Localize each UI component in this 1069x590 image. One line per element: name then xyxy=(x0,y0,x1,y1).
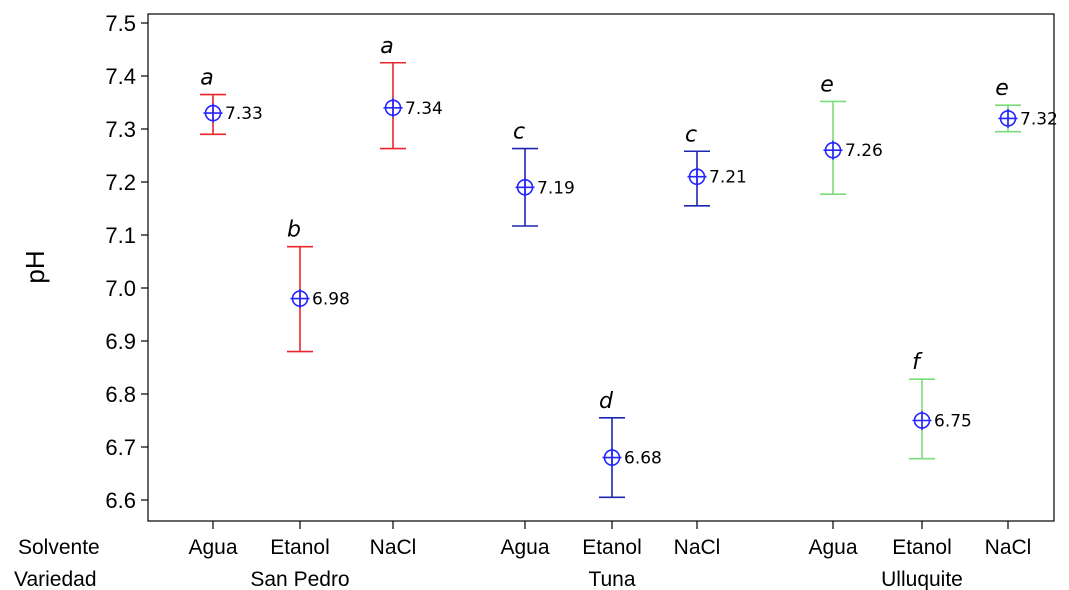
y-tick-label: 6.6 xyxy=(105,488,136,513)
variedad-label: Tuna xyxy=(588,568,635,590)
interval-tuna-etanol: 6.68 d xyxy=(599,389,662,499)
solvente-label: Agua xyxy=(500,536,549,559)
interval-tuna-agua: 7.19 c xyxy=(512,120,575,227)
interval-ulluquite-agua: 7.26 e xyxy=(820,72,883,195)
group-letter: f xyxy=(912,350,923,375)
solvente-label: Etanol xyxy=(582,536,642,559)
group-letter: b xyxy=(287,218,301,243)
group-letter: d xyxy=(599,389,614,414)
y-tick-label: 7.4 xyxy=(105,64,136,89)
y-axis-label: pH xyxy=(20,250,50,283)
interval-san-pedro-etanol: 6.98 b xyxy=(287,218,350,353)
group-letter: e xyxy=(995,76,1009,101)
solvente-label: NaCl xyxy=(370,536,417,559)
interval-san-pedro-agua: 7.33 a xyxy=(200,66,263,136)
solvente-label: Agua xyxy=(188,536,237,559)
solvente-label: Agua xyxy=(808,536,857,559)
group-letter: e xyxy=(820,72,834,97)
interval-ulluquite-etanol: 6.75 f xyxy=(909,350,972,460)
solvente-row-label: Solvente xyxy=(18,536,100,559)
y-tick-label: 7.3 xyxy=(105,117,136,142)
group-letter: a xyxy=(380,34,393,59)
interval-ulluquite-nacl: 7.32 e xyxy=(995,76,1058,133)
solvente-label: NaCl xyxy=(985,536,1032,559)
mean-value-label: 7.26 xyxy=(845,141,883,161)
interval-marks: 7.33 a 6.98 b 7.34 a 7.19 c 6.68 d 7.21 c 7.26 e 6.75 f… xyxy=(200,34,1058,499)
y-tick-label: 6.7 xyxy=(105,435,136,460)
variedad-label: San Pedro xyxy=(250,568,349,590)
variedad-label: Ulluquite xyxy=(881,568,963,590)
mean-value-label: 6.75 xyxy=(934,412,972,432)
mean-value-label: 7.21 xyxy=(709,168,747,188)
mean-value-label: 7.32 xyxy=(1020,109,1058,129)
solvente-label: NaCl xyxy=(674,536,721,559)
y-tick-label: 7.1 xyxy=(105,223,136,248)
group-letter: c xyxy=(513,120,525,145)
interval-san-pedro-nacl: 7.34 a xyxy=(380,34,443,150)
y-axis: 6.6 6.7 6.8 6.9 7.0 7.1 7.2 7.3 7.4 7.5 xyxy=(105,11,148,513)
y-tick-label: 7.2 xyxy=(105,170,136,195)
mean-value-label: 6.98 xyxy=(312,290,350,310)
mean-value-label: 7.19 xyxy=(537,178,575,198)
variedad-row-label: Variedad xyxy=(14,568,97,590)
y-tick-label: 6.8 xyxy=(105,382,136,407)
mean-value-label: 7.33 xyxy=(225,104,263,124)
y-tick-label: 6.9 xyxy=(105,329,136,354)
group-letter: a xyxy=(200,66,213,91)
mean-value-label: 7.34 xyxy=(405,99,443,119)
solvente-label: Etanol xyxy=(270,536,330,559)
solvente-label: Etanol xyxy=(892,536,952,559)
interval-tuna-nacl: 7.21 c xyxy=(684,122,747,207)
group-letter: c xyxy=(685,122,697,147)
mean-value-label: 6.68 xyxy=(624,449,662,469)
y-tick-label: 7.5 xyxy=(105,11,136,36)
plot-area xyxy=(147,13,1055,522)
y-tick-label: 7.0 xyxy=(105,276,136,301)
x-axis-categories: Agua Etanol NaCl Agua Etanol NaCl Agua Etanol Na… xyxy=(188,521,1031,590)
